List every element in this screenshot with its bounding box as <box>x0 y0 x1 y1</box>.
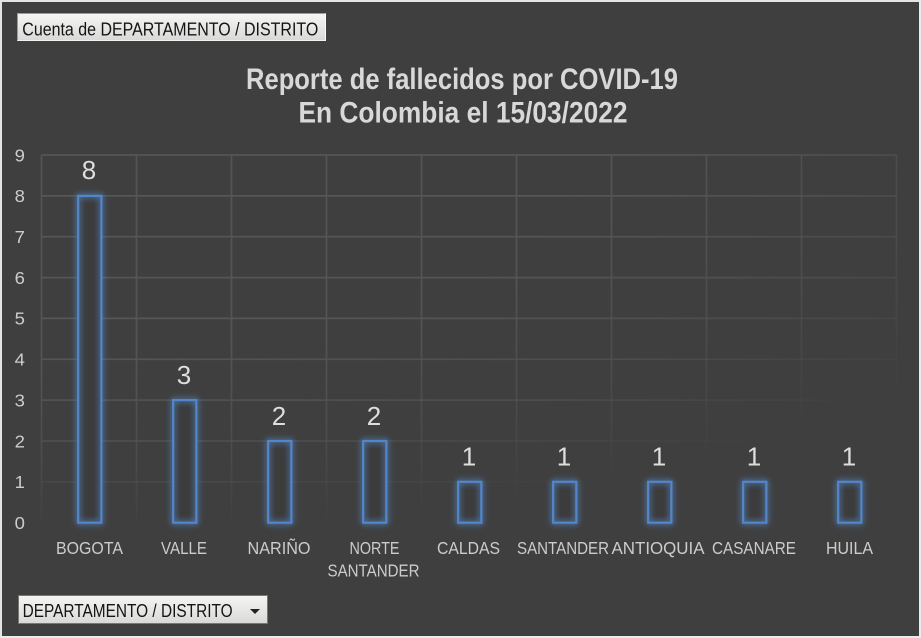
svg-text:9: 9 <box>15 145 25 165</box>
svg-text:CALDAS: CALDAS <box>437 538 500 558</box>
svg-text:3: 3 <box>15 390 26 410</box>
svg-text:SANTANDER: SANTANDER <box>517 538 609 558</box>
svg-text:BOGOTA: BOGOTA <box>56 538 123 558</box>
svg-text:2: 2 <box>367 401 381 431</box>
svg-text:SANTANDER: SANTANDER <box>328 561 420 581</box>
svg-text:HUILA: HUILA <box>826 538 873 558</box>
svg-text:1: 1 <box>652 442 666 472</box>
svg-text:NARIÑO: NARIÑO <box>248 538 311 558</box>
svg-text:7: 7 <box>15 227 25 247</box>
svg-text:Cuenta de DEPARTAMENTO / DISTR: Cuenta de DEPARTAMENTO / DISTRITO <box>22 18 318 39</box>
svg-text:1: 1 <box>462 442 476 472</box>
svg-text:ANTIOQUIA: ANTIOQUIA <box>612 538 705 558</box>
svg-text:0: 0 <box>15 513 26 533</box>
svg-text:4: 4 <box>15 350 26 370</box>
svg-text:1: 1 <box>747 442 761 472</box>
svg-text:8: 8 <box>82 155 96 185</box>
svg-text:NORTE: NORTE <box>350 538 400 558</box>
svg-text:VALLE: VALLE <box>161 538 207 558</box>
svg-text:2: 2 <box>272 401 286 431</box>
svg-text:CASANARE: CASANARE <box>712 538 796 558</box>
svg-text:DEPARTAMENTO / DISTRITO: DEPARTAMENTO / DISTRITO <box>23 601 233 621</box>
svg-text:6: 6 <box>15 268 26 288</box>
svg-text:8: 8 <box>15 186 26 206</box>
svg-text:1: 1 <box>557 442 571 472</box>
svg-text:1: 1 <box>15 472 25 492</box>
svg-text:1: 1 <box>842 442 856 472</box>
svg-text:2: 2 <box>15 431 25 451</box>
svg-text:En Colombia el 15/03/2022: En Colombia el 15/03/2022 <box>299 97 628 130</box>
svg-text:Reporte de fallecidos por COVI: Reporte de fallecidos por COVID-19 <box>246 63 678 96</box>
svg-text:5: 5 <box>15 309 26 329</box>
svg-text:3: 3 <box>177 360 191 390</box>
